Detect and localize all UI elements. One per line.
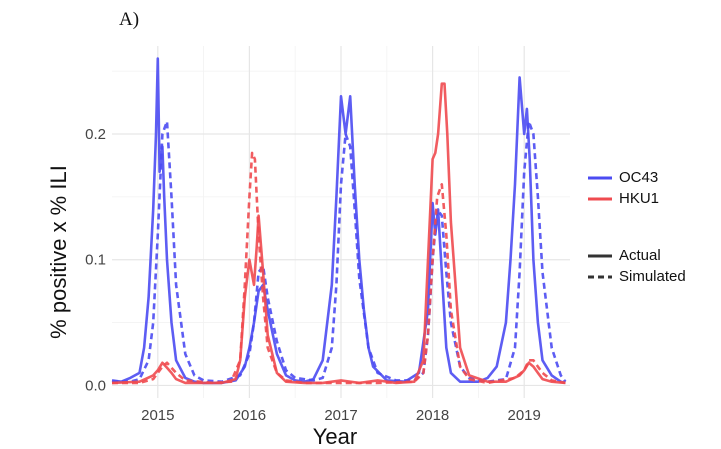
color-legend: OC43 HKU1 bbox=[588, 167, 659, 209]
series-line-hku1-simulated bbox=[112, 151, 566, 385]
series-line-oc43-actual bbox=[111, 57, 566, 385]
legend-label-hku1: HKU1 bbox=[619, 190, 660, 207]
legend-item-actual: Actual bbox=[588, 245, 686, 266]
y-tick-label: 0.0 bbox=[85, 377, 106, 394]
linetype-legend: Actual Simulated bbox=[588, 245, 686, 287]
x-tick-label: 2017 bbox=[324, 407, 357, 424]
x-axis-title: Year bbox=[313, 424, 357, 449]
x-tick-label: 2018 bbox=[416, 407, 449, 424]
legend-item-oc43: OC43 bbox=[588, 167, 659, 188]
y-tick-label: 0.1 bbox=[85, 252, 106, 269]
panel-label: A) bbox=[119, 9, 140, 30]
x-tick-label: 2019 bbox=[508, 407, 541, 424]
grid-lines bbox=[112, 46, 570, 398]
legend-swatch-simulated bbox=[588, 275, 612, 278]
series-line-oc43-simulated bbox=[112, 120, 567, 384]
x-tick-label: 2015 bbox=[141, 407, 174, 424]
x-tick-labels: 2015 2016 2017 2018 2019 bbox=[141, 407, 541, 424]
legend-label-oc43: OC43 bbox=[619, 169, 659, 186]
y-axis-title: % positive x % ILI bbox=[46, 165, 71, 339]
legend-swatch-hku1 bbox=[588, 197, 612, 200]
legend-label-actual: Actual bbox=[619, 247, 661, 264]
legend-label-simulated: Simulated bbox=[619, 268, 686, 285]
legend-item-hku1: HKU1 bbox=[588, 188, 659, 209]
series-lines bbox=[111, 57, 567, 385]
legend-item-simulated: Simulated bbox=[588, 266, 686, 287]
legend-swatch-actual bbox=[588, 254, 612, 257]
x-tick-label: 2016 bbox=[233, 407, 266, 424]
legend-swatch-oc43 bbox=[588, 176, 612, 179]
y-tick-label: 0.2 bbox=[85, 126, 106, 143]
y-tick-labels: 0.0 0.1 0.2 bbox=[85, 126, 106, 394]
